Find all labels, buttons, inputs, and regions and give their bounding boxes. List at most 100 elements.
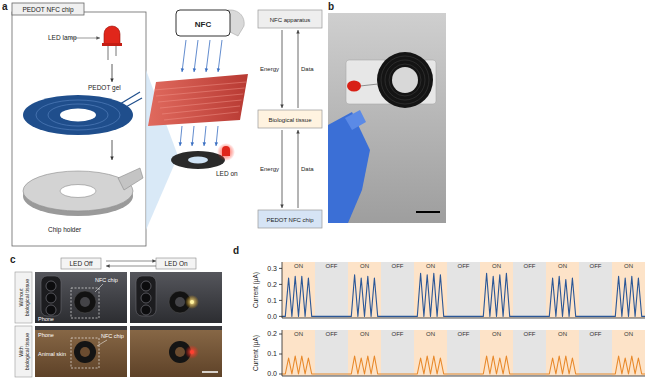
tissue-texture bbox=[160, 100, 242, 108]
arrow-line bbox=[182, 40, 186, 72]
column-header: LED Off bbox=[69, 260, 92, 267]
arrow-line bbox=[206, 40, 210, 72]
y-tick bbox=[279, 284, 282, 285]
arrow-line bbox=[218, 40, 222, 72]
state-band bbox=[447, 262, 480, 318]
state-band bbox=[612, 330, 645, 376]
arrow-head bbox=[203, 142, 206, 146]
state-label: OFF bbox=[326, 263, 338, 269]
state-band bbox=[381, 330, 414, 376]
photo-phone bbox=[130, 272, 222, 323]
arrow-line bbox=[70, 38, 100, 39]
row-header: Withoutbiological tissue bbox=[18, 279, 30, 316]
x-axis bbox=[282, 318, 645, 319]
state-label: ON bbox=[558, 263, 567, 269]
lens bbox=[141, 305, 151, 315]
x-axis bbox=[282, 376, 645, 377]
row-header-box bbox=[15, 326, 32, 377]
arrow-line bbox=[298, 130, 299, 208]
state-band bbox=[513, 330, 546, 376]
arrow-line bbox=[282, 130, 283, 208]
arrow-head bbox=[191, 142, 194, 146]
state-band bbox=[315, 330, 348, 376]
state-label: ON bbox=[360, 331, 369, 337]
state-band bbox=[315, 262, 348, 318]
y-tick-label: 0.0 bbox=[267, 313, 277, 320]
y-tick bbox=[279, 334, 282, 335]
led-leg bbox=[108, 44, 109, 60]
led-glow bbox=[217, 143, 235, 161]
y-axis-label: Current (μA) bbox=[252, 272, 260, 308]
camera-module bbox=[41, 276, 61, 316]
arrow-head bbox=[110, 78, 113, 82]
flow-edge-label: Energy bbox=[260, 166, 279, 172]
pointer bbox=[95, 284, 103, 292]
state-label: OFF bbox=[458, 331, 470, 337]
tissue-texture bbox=[164, 112, 239, 120]
current-trace bbox=[282, 273, 645, 316]
y-tick bbox=[279, 300, 282, 301]
state-band bbox=[546, 262, 579, 318]
nfc-chip-hole bbox=[175, 347, 185, 357]
state-label: ON bbox=[492, 263, 501, 269]
y-axis-label: Current (μA) bbox=[252, 335, 260, 371]
pointer bbox=[97, 340, 107, 346]
photo-label: Phone bbox=[38, 332, 54, 338]
y-tick-label: 0.2 bbox=[267, 330, 277, 337]
gel-lead bbox=[120, 92, 140, 104]
state-label: ON bbox=[492, 331, 501, 337]
nfc-chip-hole bbox=[175, 297, 185, 307]
y-tick-label: 0.1 bbox=[267, 297, 277, 304]
chart-1: ONOFFONOFFONOFFONOFFONOFFON0.00.10.2Curr… bbox=[252, 330, 645, 377]
state-band bbox=[480, 330, 513, 376]
arrow-head bbox=[280, 204, 283, 208]
pedot-gel bbox=[23, 95, 133, 135]
chip-box-tab bbox=[12, 3, 84, 15]
flow-node bbox=[258, 210, 322, 228]
state-band bbox=[546, 330, 579, 376]
lens bbox=[46, 305, 56, 315]
state-label: OFF bbox=[524, 263, 536, 269]
current-trace bbox=[282, 356, 645, 374]
photo-b bbox=[328, 13, 446, 223]
chip-outline bbox=[71, 338, 99, 368]
y-tick bbox=[279, 268, 282, 269]
flow-edge-label: Data bbox=[301, 66, 314, 72]
state-band bbox=[513, 262, 546, 318]
state-label: ON bbox=[624, 263, 633, 269]
state-label: OFF bbox=[590, 263, 602, 269]
chip-outline bbox=[71, 288, 99, 318]
flow-node bbox=[258, 110, 322, 128]
state-label: OFF bbox=[524, 331, 536, 337]
arrow-head bbox=[96, 36, 100, 39]
coil bbox=[389, 64, 421, 96]
arrow-head bbox=[193, 68, 196, 72]
arrow-head bbox=[296, 30, 299, 34]
photo-label: Animal skin bbox=[38, 351, 66, 357]
column-header: LED On bbox=[164, 260, 188, 267]
lens bbox=[141, 293, 151, 303]
figure: aPEDOT NFC chipLED lampPEDOT gelChip hol… bbox=[0, 0, 650, 380]
plot-area bbox=[282, 356, 645, 374]
panel-label: c bbox=[10, 254, 16, 265]
led-glow bbox=[185, 295, 199, 309]
arrow-line bbox=[298, 30, 299, 108]
phone-label: NFC bbox=[195, 20, 212, 29]
arrow-head bbox=[152, 259, 156, 262]
state-band bbox=[381, 262, 414, 318]
arrow-line bbox=[106, 266, 156, 267]
holder-hole bbox=[60, 185, 96, 198]
scale-bar bbox=[416, 211, 440, 213]
state-label: OFF bbox=[326, 331, 338, 337]
photo-label: NFC chip bbox=[95, 277, 118, 283]
state-label: OFF bbox=[590, 331, 602, 337]
state-label: ON bbox=[294, 331, 303, 337]
arrow-line bbox=[194, 40, 198, 72]
led-on bbox=[222, 146, 230, 156]
state-band bbox=[414, 330, 447, 376]
coil bbox=[385, 60, 425, 100]
nfc-chip bbox=[74, 291, 96, 313]
holder-tab bbox=[118, 168, 143, 190]
photo-skin bbox=[130, 326, 222, 377]
nfc-chip-hole bbox=[80, 347, 90, 357]
